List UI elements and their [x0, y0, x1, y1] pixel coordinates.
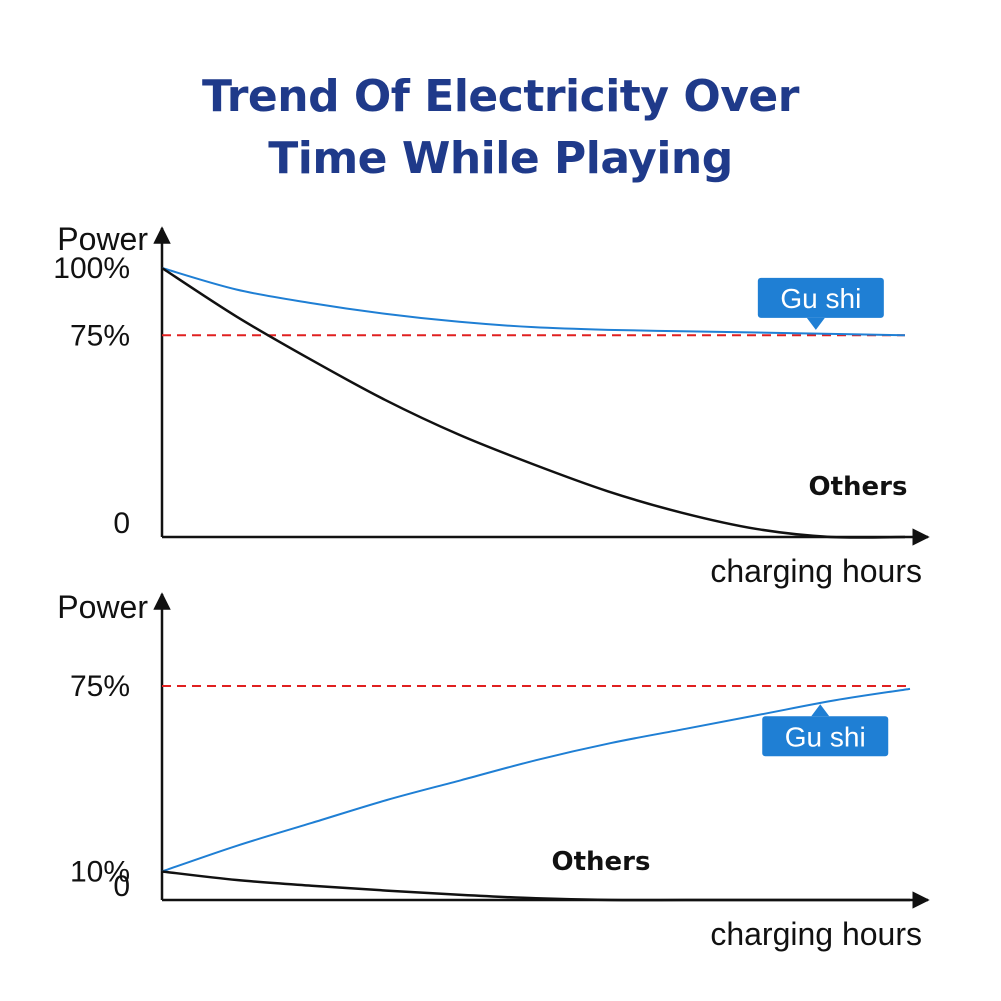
y-tick-label: 100% — [53, 252, 130, 285]
series-label-gu-shi: Gu shi — [780, 283, 861, 314]
badge-pointer — [806, 317, 825, 330]
y-axis-label: Power — [57, 221, 148, 257]
y-tick-label: 75% — [70, 319, 130, 352]
series-badge-gu-shi: Gu shi — [762, 704, 889, 757]
x-axis-label: charging hours — [710, 916, 922, 952]
chart-title: Trend Of Electricity Over Time While Pla… — [0, 66, 1001, 190]
chart-panel-2: Power charging hours 010% 75% Gu shi Others — [57, 589, 930, 952]
series-label-others: Others — [552, 847, 651, 877]
badge-pointer — [811, 704, 830, 717]
chart-panel-1: Power charging hours 0 75% 100% Gu shi Others — [53, 221, 930, 589]
series-line-gu-shi — [161, 267, 906, 337]
series-line-others — [161, 870, 910, 902]
y-tick-label: 0 — [113, 870, 130, 903]
x-axis-label: charging hours — [710, 553, 922, 589]
y-tick-label: 10% — [70, 855, 130, 888]
y-axis-label: Power — [57, 589, 148, 625]
series-label-others: Others — [809, 472, 908, 502]
chart-title-line-1: Trend Of Electricity Over — [202, 71, 799, 122]
y-tick-label: 75% — [70, 670, 130, 703]
series-line-gu-shi — [161, 687, 911, 873]
y-tick-label: 0 — [113, 507, 130, 540]
chart-title-line-2: Time While Playing — [268, 133, 733, 184]
badge-box — [757, 277, 884, 318]
badge-box — [762, 716, 889, 757]
series-line-others — [161, 266, 906, 539]
series-label-gu-shi: Gu shi — [785, 721, 866, 752]
series-badge-gu-shi: Gu shi — [757, 277, 884, 330]
